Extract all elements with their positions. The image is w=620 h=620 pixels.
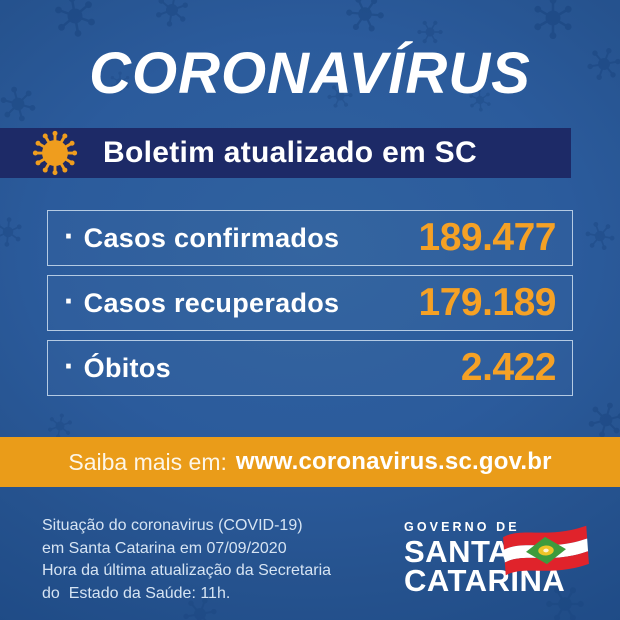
subtitle-banner: Boletim atualizado em SC: [0, 128, 571, 178]
stat-value: 189.477: [418, 216, 557, 259]
footer-line-3: Hora da última atualização da Secretaria: [42, 562, 332, 579]
santa-catarina-flag-icon: [503, 525, 589, 576]
gov-logo: GOVERNO DE SANTA CATARINA: [404, 520, 604, 600]
stat-row-confirmed-cases: · Casos confirmados 189.477: [47, 210, 573, 266]
stat-row-deaths: · Óbitos 2.422: [47, 340, 573, 396]
bullet-dot: ·: [64, 218, 75, 254]
bullet-dot: ·: [64, 283, 75, 319]
stat-label: Óbitos: [83, 352, 171, 383]
footer-line-2: em Santa Catarina em 07/09/2020: [42, 539, 287, 557]
stat-label: Casos confirmados: [83, 222, 340, 253]
logo-name-line1: SANTA: [404, 534, 511, 569]
info-prefix: Saiba mais em:: [68, 448, 227, 475]
bullet-dot: ·: [64, 348, 75, 384]
stat-value: 2.422: [460, 346, 557, 389]
stat-value: 179.189: [418, 281, 557, 324]
page-title: CORONAVÍRUS: [89, 41, 531, 106]
stats-list: · Casos confirmados 189.477 · Casos recu…: [47, 210, 573, 396]
logo-eyebrow: GOVERNO DE: [404, 520, 520, 534]
stat-label: Casos recuperados: [83, 287, 340, 318]
footer-line-4: do Estado da Saúde: 11h.: [42, 584, 231, 602]
info-banner: Saiba mais em: www.coronavirus.sc.gov.br: [0, 437, 620, 487]
footer-line-1: Situação do coronavirus (COVID-19): [42, 517, 303, 534]
info-url: www.coronavirus.sc.gov.br: [235, 448, 552, 475]
footer-note: Situação do coronavirus (COVID-19) em Sa…: [42, 515, 331, 605]
subtitle-label: Boletim atualizado em SC: [103, 136, 477, 169]
virus-icon: [32, 130, 78, 176]
stat-row-recovered-cases: · Casos recuperados 179.189: [47, 275, 573, 331]
